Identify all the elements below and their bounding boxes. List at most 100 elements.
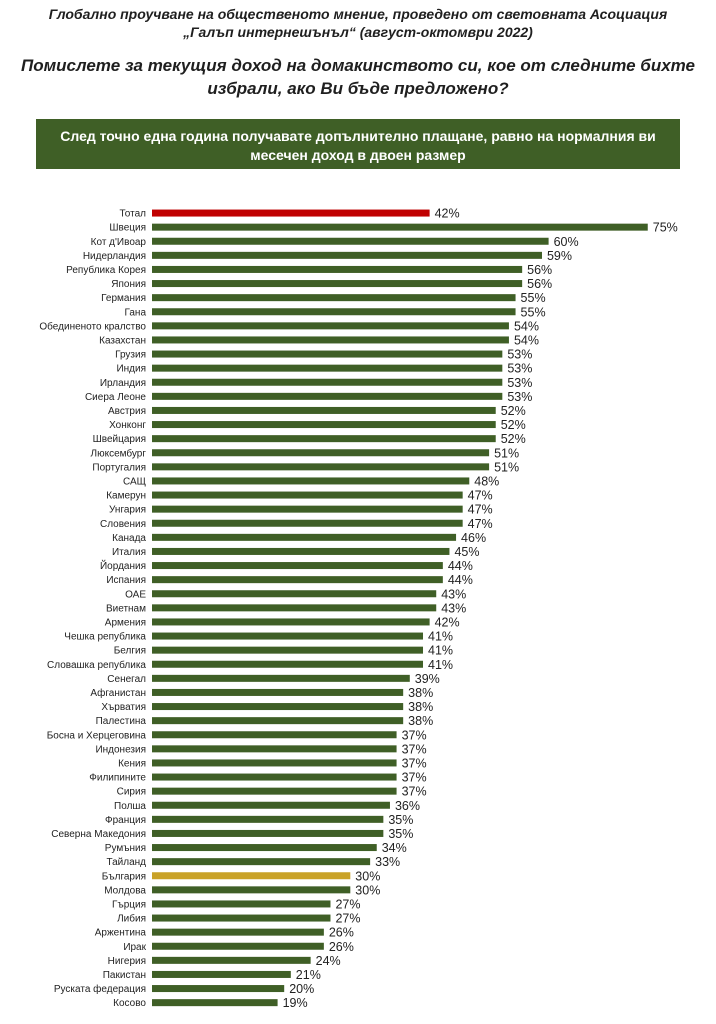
value-label-18: 51%	[494, 460, 519, 474]
value-label-34: 38%	[408, 686, 433, 700]
bar-44	[152, 829, 384, 837]
category-label-4: Република Корея	[66, 264, 146, 276]
value-label-35: 38%	[408, 700, 433, 714]
bar-54	[152, 970, 291, 978]
value-label-17: 51%	[494, 446, 519, 460]
value-label-36: 38%	[408, 714, 433, 728]
bar-25	[152, 562, 443, 570]
category-label-11: Индия	[116, 364, 146, 375]
bar-9	[152, 336, 509, 344]
category-label-7: Гана	[125, 307, 147, 318]
category-label-19: САЩ	[123, 476, 146, 487]
bar-53	[152, 956, 311, 964]
category-label-54: Пакистан	[103, 970, 146, 981]
value-label-5: 56%	[527, 277, 552, 291]
value-label-31: 41%	[428, 644, 453, 658]
value-label-23: 46%	[461, 531, 486, 545]
value-label-56: 19%	[283, 996, 308, 1010]
value-label-32: 41%	[428, 658, 453, 672]
bar-6	[152, 294, 516, 302]
value-label-40: 37%	[402, 771, 427, 785]
category-label-22: Словения	[100, 519, 146, 530]
bar-5	[152, 280, 523, 288]
category-label-45: Румъния	[105, 843, 146, 854]
category-label-24: Италия	[112, 547, 146, 558]
bar-18	[152, 463, 490, 471]
category-label-2: Кот д'Ивоар	[91, 237, 147, 248]
bar-33	[152, 674, 410, 682]
category-label-3: Нидерландия	[83, 251, 146, 262]
value-label-30: 41%	[428, 630, 453, 644]
value-label-27: 43%	[441, 587, 466, 601]
category-label-34: Афганистан	[90, 687, 146, 699]
value-label-6: 55%	[521, 291, 546, 305]
category-label-37: Босна и Херцеговина	[47, 730, 147, 741]
bar-45	[152, 844, 377, 852]
category-label-30: Чешка република	[64, 631, 146, 643]
value-label-29: 42%	[435, 615, 460, 629]
value-label-53: 24%	[316, 954, 341, 968]
question-line-1: Помислете за текущия доход на домакинств…	[20, 56, 696, 75]
bar-40	[152, 773, 397, 781]
bar-42	[152, 801, 390, 809]
category-label-1: Швеция	[109, 223, 146, 234]
category-label-51: Аржентина	[95, 928, 147, 939]
category-label-32: Словашка република	[47, 659, 146, 671]
category-label-8: Обединеното кралство	[39, 320, 146, 332]
category-label-15: Хонконг	[109, 420, 146, 431]
category-label-29: Армения	[105, 617, 146, 628]
bar-1	[152, 223, 648, 231]
bar-23	[152, 533, 457, 541]
bar-15	[152, 421, 496, 429]
value-label-8: 54%	[514, 319, 539, 333]
category-label-50: Либия	[117, 913, 146, 925]
bar-46	[152, 858, 371, 866]
value-label-50: 27%	[335, 912, 360, 926]
bar-47	[152, 872, 351, 880]
value-label-12: 53%	[507, 376, 532, 390]
category-label-44: Северна Македония	[51, 829, 146, 840]
category-label-39: Кения	[118, 758, 146, 769]
category-label-25: Йордания	[100, 559, 146, 572]
value-label-13: 53%	[507, 390, 532, 404]
value-label-24: 45%	[454, 545, 479, 559]
bar-22	[152, 519, 463, 527]
value-label-41: 37%	[402, 785, 427, 799]
bar-21	[152, 505, 463, 513]
bar-27	[152, 590, 437, 598]
bar-48	[152, 886, 351, 894]
category-label-55: Руската федерация	[54, 983, 146, 995]
category-label-27: ОАЕ	[125, 589, 146, 600]
value-label-1: 75%	[653, 221, 678, 235]
value-label-0: 42%	[435, 207, 460, 221]
value-label-28: 43%	[441, 601, 466, 615]
category-label-20: Камерун	[106, 491, 146, 502]
bar-30	[152, 632, 424, 640]
value-label-25: 44%	[448, 559, 473, 573]
value-label-20: 47%	[468, 489, 493, 503]
bar-26	[152, 576, 443, 584]
value-label-26: 44%	[448, 573, 473, 587]
banner-line-1: След точно една година получавате допълн…	[60, 128, 656, 144]
bar-38	[152, 745, 397, 753]
value-label-3: 59%	[547, 249, 572, 263]
bar-12	[152, 378, 503, 386]
category-label-52: Ирак	[123, 942, 146, 953]
bar-52	[152, 942, 324, 950]
category-label-40: Филипините	[89, 773, 146, 784]
category-label-46: Тайланд	[106, 857, 146, 868]
bar-16	[152, 435, 496, 443]
banner-line-2: месечен доход в двоен размер	[250, 147, 466, 163]
question-line-2: избрали, ако Ви бъде предложено?	[207, 79, 509, 98]
bar-56	[152, 999, 278, 1007]
bar-19	[152, 477, 470, 485]
value-label-52: 26%	[329, 940, 354, 954]
value-label-44: 35%	[388, 827, 413, 841]
category-label-48: Молдова	[104, 885, 146, 896]
value-label-33: 39%	[415, 672, 440, 686]
category-label-31: Белгия	[114, 646, 146, 657]
value-label-42: 36%	[395, 799, 420, 813]
category-label-13: Сиера Леоне	[85, 392, 146, 403]
value-label-16: 52%	[501, 432, 526, 446]
